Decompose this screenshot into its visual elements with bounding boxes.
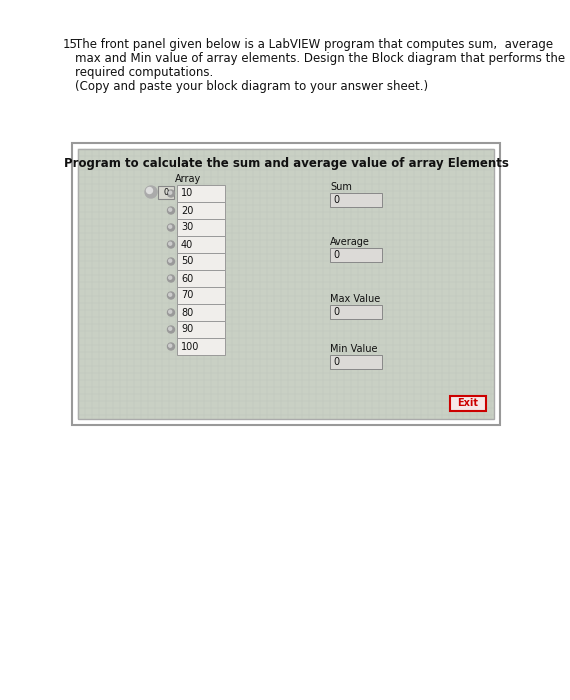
Circle shape bbox=[168, 275, 174, 282]
Circle shape bbox=[168, 190, 174, 197]
Text: Min Value: Min Value bbox=[330, 344, 377, 354]
Circle shape bbox=[169, 310, 172, 313]
Bar bbox=[330, 193, 382, 207]
Bar bbox=[177, 338, 225, 355]
Text: 30: 30 bbox=[181, 223, 193, 232]
Circle shape bbox=[168, 292, 174, 299]
Bar bbox=[330, 305, 382, 319]
Bar bbox=[72, 143, 500, 425]
Circle shape bbox=[168, 326, 174, 333]
Circle shape bbox=[168, 343, 174, 350]
Bar bbox=[330, 248, 382, 262]
Text: Max Value: Max Value bbox=[330, 294, 380, 304]
Text: (Copy and paste your block diagram to your answer sheet.): (Copy and paste your block diagram to yo… bbox=[75, 80, 428, 93]
Text: 20: 20 bbox=[181, 206, 193, 216]
Bar bbox=[177, 202, 225, 219]
Text: max and Min value of array elements. Design the Block diagram that performs the: max and Min value of array elements. Des… bbox=[75, 52, 565, 65]
Text: 100: 100 bbox=[181, 342, 199, 351]
Circle shape bbox=[169, 242, 172, 245]
Text: 10: 10 bbox=[181, 188, 193, 199]
Text: 0: 0 bbox=[333, 307, 339, 317]
Bar bbox=[330, 355, 382, 369]
Text: 50: 50 bbox=[181, 256, 193, 267]
Circle shape bbox=[169, 276, 172, 279]
Circle shape bbox=[168, 241, 174, 248]
Circle shape bbox=[168, 258, 174, 265]
Text: 0: 0 bbox=[333, 250, 339, 260]
Circle shape bbox=[145, 186, 157, 198]
Bar bbox=[177, 304, 225, 321]
Text: 60: 60 bbox=[181, 274, 193, 284]
Text: Array: Array bbox=[175, 174, 201, 184]
Bar bbox=[177, 219, 225, 236]
Text: Sum: Sum bbox=[330, 182, 352, 192]
Bar bbox=[177, 253, 225, 270]
Bar bbox=[177, 287, 225, 304]
Circle shape bbox=[169, 259, 172, 262]
Text: 0: 0 bbox=[333, 195, 339, 205]
Circle shape bbox=[169, 327, 172, 330]
Circle shape bbox=[169, 191, 172, 194]
Text: required computations.: required computations. bbox=[75, 66, 213, 79]
Bar bbox=[158, 186, 174, 199]
Circle shape bbox=[169, 225, 172, 228]
Bar bbox=[177, 270, 225, 287]
Circle shape bbox=[169, 344, 172, 347]
Bar bbox=[450, 396, 486, 411]
Bar bbox=[177, 236, 225, 253]
Text: Average: Average bbox=[330, 237, 370, 247]
Circle shape bbox=[146, 188, 153, 193]
Circle shape bbox=[169, 208, 172, 211]
Text: 0: 0 bbox=[333, 357, 339, 367]
Text: 0: 0 bbox=[164, 188, 169, 197]
Text: 80: 80 bbox=[181, 307, 193, 318]
Bar bbox=[177, 321, 225, 338]
Circle shape bbox=[169, 293, 172, 296]
Text: Exit: Exit bbox=[458, 398, 478, 409]
Circle shape bbox=[168, 224, 174, 231]
Bar bbox=[177, 185, 225, 202]
Text: Program to calculate the sum and average value of array Elements: Program to calculate the sum and average… bbox=[64, 157, 508, 169]
Text: 40: 40 bbox=[181, 239, 193, 249]
Text: 70: 70 bbox=[181, 290, 193, 300]
Bar bbox=[78, 149, 494, 419]
Circle shape bbox=[168, 309, 174, 316]
Circle shape bbox=[168, 207, 174, 214]
Text: 15.: 15. bbox=[63, 38, 82, 51]
Text: The front panel given below is a LabVIEW program that computes sum,  average: The front panel given below is a LabVIEW… bbox=[75, 38, 553, 51]
Text: 90: 90 bbox=[181, 325, 193, 335]
